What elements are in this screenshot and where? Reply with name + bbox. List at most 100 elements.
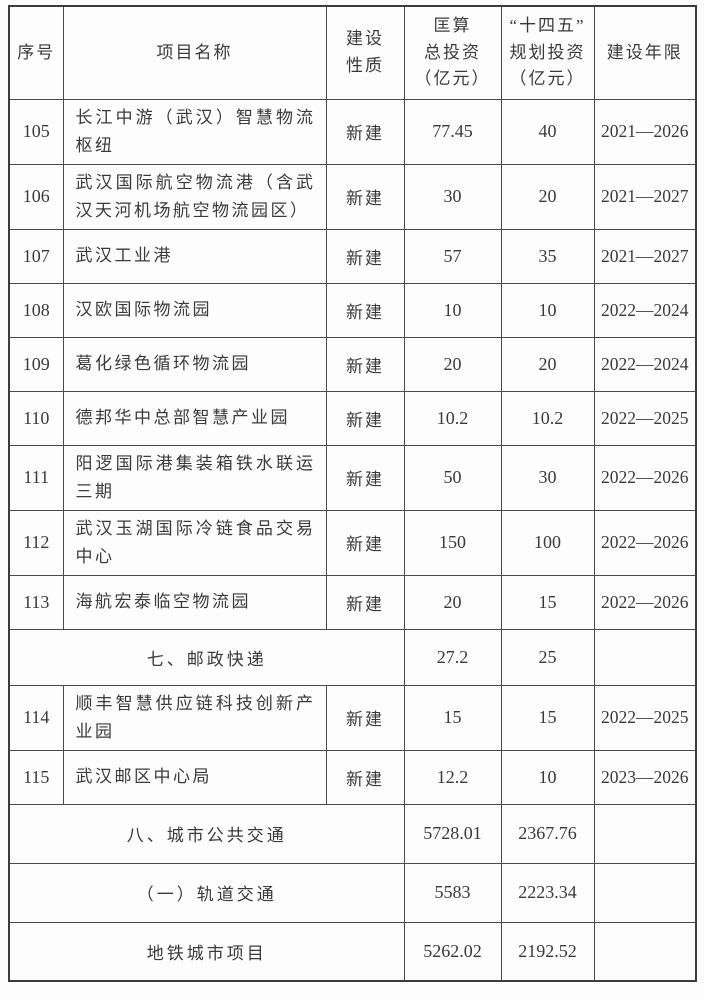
plan-investment-cell: 30 [500, 444, 595, 511]
header-total-investment: 匡算 总投资 （亿元） [403, 5, 502, 100]
project-name-cell: 武汉工业港 [62, 228, 327, 284]
row-number-cell: 109 [8, 336, 64, 392]
total-investment-cell: 30 [403, 163, 502, 230]
header-project-name: 项目名称 [62, 5, 327, 100]
years-cell: 2022—2025 [593, 390, 697, 446]
section-row: 七、邮政快递 27.2 25 [8, 628, 697, 686]
plan-investment-cell: 10 [500, 282, 595, 338]
nature-cell: 新建 [325, 390, 405, 446]
total-investment-cell: 5728.01 [403, 803, 502, 864]
nature-cell: 新建 [325, 228, 405, 284]
header-construction-nature: 建设 性质 [325, 5, 405, 100]
section-row: （一）轨道交通 5583 2223.34 [8, 862, 697, 923]
nature-cell: 新建 [325, 574, 405, 630]
row-number-cell: 106 [8, 163, 64, 230]
plan-investment-cell: 40 [500, 98, 595, 165]
plan-investment-cell: 15 [500, 574, 595, 630]
plan-investment-cell: 2223.34 [500, 862, 595, 923]
plan-investment-cell: 20 [500, 336, 595, 392]
nature-cell: 新建 [325, 684, 405, 751]
plan-investment-cell: 35 [500, 228, 595, 284]
total-investment-cell: 27.2 [403, 628, 502, 686]
total-investment-cell: 57 [403, 228, 502, 284]
years-cell: 2022—2026 [593, 509, 697, 576]
table-row: 109 葛化绿色循环物流园 新建 20 20 2022—2024 [8, 336, 697, 392]
row-number-cell: 114 [8, 684, 64, 751]
project-name-cell: 武汉玉湖国际冷链食品交易中心 [62, 509, 327, 576]
nature-cell: 新建 [325, 163, 405, 230]
total-investment-cell: 5583 [403, 862, 502, 923]
years-cell [593, 921, 697, 982]
row-number-cell: 108 [8, 282, 64, 338]
projects-table: 序号 项目名称 建设 性质 匡算 总投资 （亿元） “十四五” 规划投资 （亿元… [8, 5, 697, 982]
nature-cell: 新建 [325, 98, 405, 165]
total-investment-cell: 10.2 [403, 390, 502, 446]
section-row: 地铁城市项目 5262.02 2192.52 [8, 921, 697, 982]
project-name-cell: 顺丰智慧供应链科技创新产业园 [62, 684, 327, 751]
total-investment-cell: 150 [403, 509, 502, 576]
plan-investment-cell: 10.2 [500, 390, 595, 446]
years-cell: 2022—2026 [593, 574, 697, 630]
nature-cell: 新建 [325, 444, 405, 511]
total-investment-cell: 12.2 [403, 749, 502, 805]
section-title-cell: 地铁城市项目 [8, 921, 405, 982]
section-row: 八、城市公共交通 5728.01 2367.76 [8, 803, 697, 864]
nature-cell: 新建 [325, 282, 405, 338]
nature-cell: 新建 [325, 749, 405, 805]
years-cell: 2022—2024 [593, 336, 697, 392]
table-row: 115 武汉邮区中心局 新建 12.2 10 2023—2026 [8, 749, 697, 805]
years-cell [593, 803, 697, 864]
years-cell [593, 862, 697, 923]
table-row: 111 阳逻国际港集装箱铁水联运三期 新建 50 30 2022—2026 [8, 444, 697, 511]
project-name-cell: 汉欧国际物流园 [62, 282, 327, 338]
total-investment-cell: 10 [403, 282, 502, 338]
table-row: 107 武汉工业港 新建 57 35 2021—2027 [8, 228, 697, 284]
years-cell: 2021—2026 [593, 98, 697, 165]
years-cell: 2021—2027 [593, 163, 697, 230]
section-title-cell: （一）轨道交通 [8, 862, 405, 923]
header-plan-investment: “十四五” 规划投资 （亿元） [500, 5, 595, 100]
row-number-cell: 111 [8, 444, 64, 511]
total-investment-cell: 20 [403, 336, 502, 392]
project-name-cell: 武汉国际航空物流港（含武汉天河机场航空物流园区） [62, 163, 327, 230]
plan-investment-cell: 2192.52 [500, 921, 595, 982]
table-row: 108 汉欧国际物流园 新建 10 10 2022—2024 [8, 282, 697, 338]
total-investment-cell: 15 [403, 684, 502, 751]
years-cell: 2022—2024 [593, 282, 697, 338]
table-row: 105 长江中游（武汉）智慧物流枢纽 新建 77.45 40 2021—2026 [8, 98, 697, 165]
total-investment-cell: 77.45 [403, 98, 502, 165]
total-investment-cell: 5262.02 [403, 921, 502, 982]
table-row: 113 海航宏泰临空物流园 新建 20 15 2022—2026 [8, 574, 697, 630]
header-construction-period: 建设年限 [593, 5, 697, 100]
row-number-cell: 113 [8, 574, 64, 630]
project-name-cell: 海航宏泰临空物流园 [62, 574, 327, 630]
years-cell: 2022—2026 [593, 444, 697, 511]
table-row: 114 顺丰智慧供应链科技创新产业园 新建 15 15 2022—2025 [8, 684, 697, 751]
project-name-cell: 葛化绿色循环物流园 [62, 336, 327, 392]
table-row: 112 武汉玉湖国际冷链食品交易中心 新建 150 100 2022—2026 [8, 509, 697, 576]
plan-investment-cell: 25 [500, 628, 595, 686]
row-number-cell: 110 [8, 390, 64, 446]
years-cell: 2022—2025 [593, 684, 697, 751]
header-row: 序号 项目名称 建设 性质 匡算 总投资 （亿元） “十四五” 规划投资 （亿元… [8, 5, 697, 100]
table-row: 106 武汉国际航空物流港（含武汉天河机场航空物流园区） 新建 30 20 20… [8, 163, 697, 230]
plan-investment-cell: 2367.76 [500, 803, 595, 864]
project-name-cell: 武汉邮区中心局 [62, 749, 327, 805]
nature-cell: 新建 [325, 336, 405, 392]
project-name-cell: 长江中游（武汉）智慧物流枢纽 [62, 98, 327, 165]
row-number-cell: 107 [8, 228, 64, 284]
plan-investment-cell: 100 [500, 509, 595, 576]
table-row: 110 德邦华中总部智慧产业园 新建 10.2 10.2 2022—2025 [8, 390, 697, 446]
header-serial-number: 序号 [8, 5, 64, 100]
years-cell [593, 628, 697, 686]
plan-investment-cell: 10 [500, 749, 595, 805]
plan-investment-cell: 15 [500, 684, 595, 751]
section-title-cell: 七、邮政快递 [8, 628, 405, 686]
row-number-cell: 112 [8, 509, 64, 576]
row-number-cell: 115 [8, 749, 64, 805]
project-name-cell: 德邦华中总部智慧产业园 [62, 390, 327, 446]
years-cell: 2023—2026 [593, 749, 697, 805]
section-title-cell: 八、城市公共交通 [8, 803, 405, 864]
nature-cell: 新建 [325, 509, 405, 576]
